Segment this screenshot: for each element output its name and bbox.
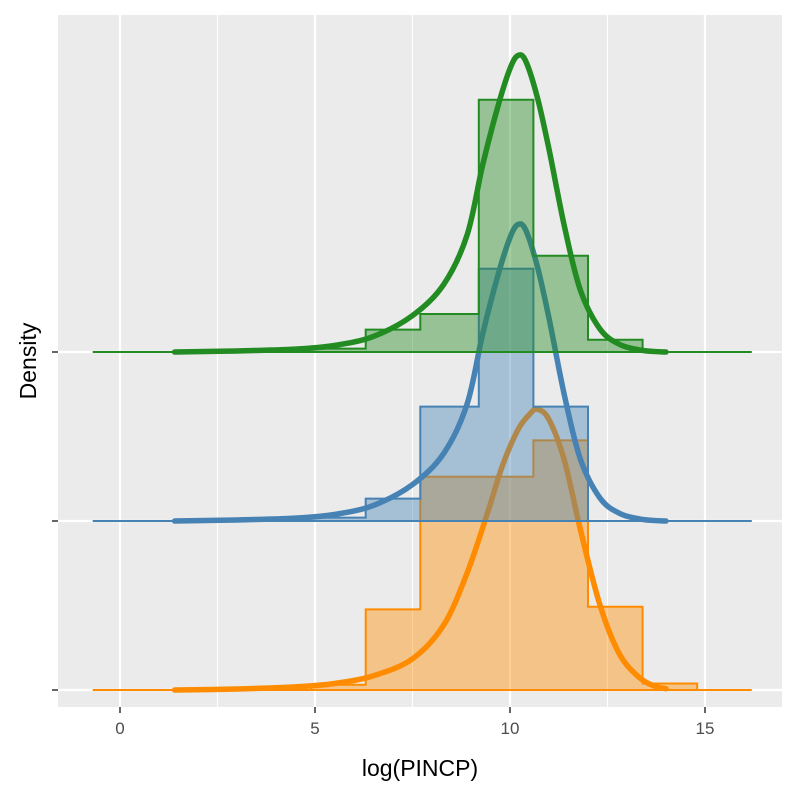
x-axis: 0 5 10 15	[115, 707, 714, 738]
density-curve	[171, 52, 669, 355]
x-tick-label: 10	[501, 719, 520, 738]
x-gridlines	[21, 15, 707, 707]
density-curve	[171, 406, 669, 693]
x-axis-title: log(PINCP)	[362, 755, 478, 781]
x-tick-label: 0	[115, 719, 124, 738]
ridge-series	[92, 52, 752, 355]
ridge-series	[92, 221, 752, 524]
y-axis	[52, 351, 58, 691]
x-tick-label: 5	[310, 719, 319, 738]
density-curve	[171, 221, 669, 524]
ridges	[92, 52, 752, 693]
y-axis-title: Density	[15, 322, 41, 399]
x-tick-label: 15	[696, 719, 715, 738]
